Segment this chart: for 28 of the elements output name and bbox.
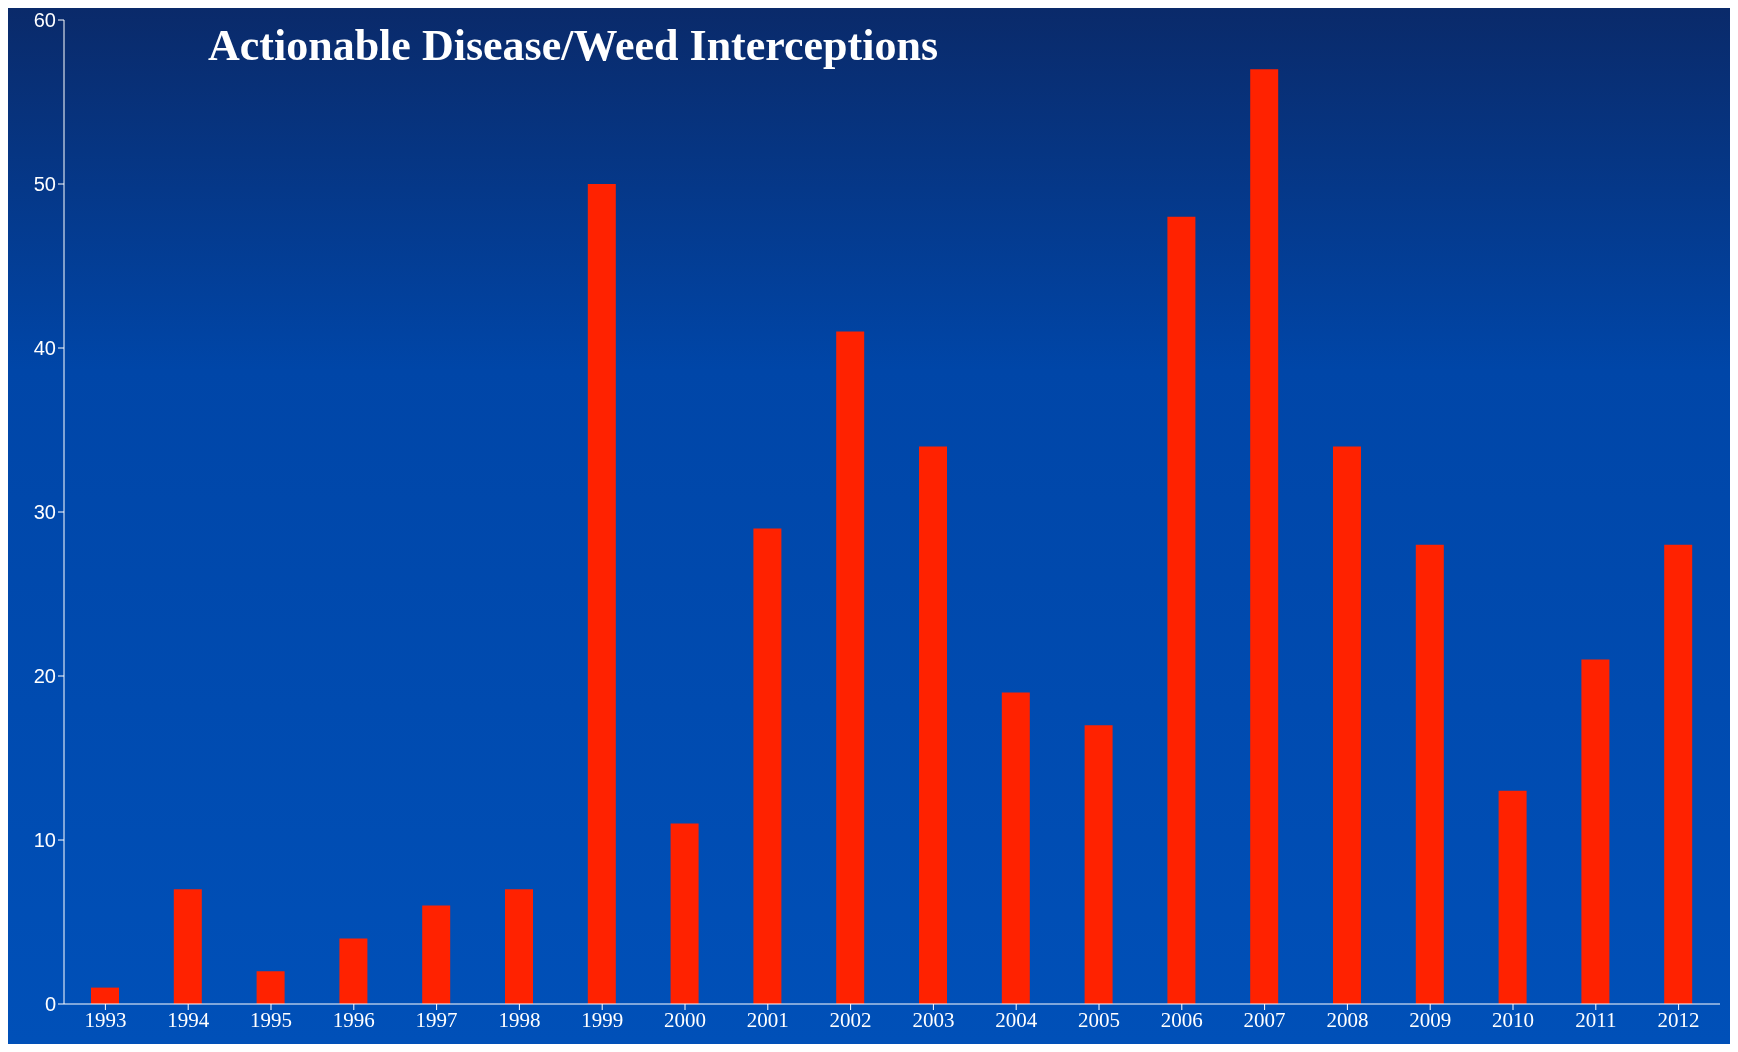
chart-title: Actionable Disease/Weed Interceptions — [208, 20, 939, 71]
x-tick-label: 1996 — [332, 1007, 375, 1032]
x-tick-label: 2005 — [1078, 1007, 1120, 1032]
x-tick-label: 2007 — [1243, 1007, 1286, 1032]
x-tick-label: 1999 — [581, 1007, 624, 1032]
y-tick-label: 0 — [44, 993, 56, 1016]
y-tick-label: 60 — [33, 9, 56, 32]
x-tick-label: 1998 — [498, 1007, 541, 1032]
x-tick-label: 2012 — [1657, 1007, 1700, 1032]
y-tick-label: 40 — [33, 337, 56, 360]
x-tick-label: 1994 — [167, 1007, 210, 1032]
x-tick-label: 1995 — [250, 1007, 292, 1032]
x-tick-label: 2000 — [664, 1007, 706, 1032]
x-tick-label: 2001 — [746, 1007, 789, 1032]
x-tick-label: 1993 — [84, 1007, 127, 1032]
y-tick-label: 10 — [33, 829, 56, 852]
x-tick-label: 2003 — [912, 1007, 955, 1032]
x-tick-label: 1997 — [415, 1007, 458, 1032]
x-tick-label: 2008 — [1326, 1007, 1369, 1032]
x-tick-label: 2010 — [1492, 1007, 1534, 1032]
y-tick-label: 30 — [33, 501, 56, 524]
x-tick-label: 2006 — [1160, 1007, 1203, 1032]
x-tick-label: 2009 — [1409, 1007, 1452, 1032]
x-tick-label: 2011 — [1575, 1007, 1617, 1032]
y-tick-label: 50 — [33, 173, 56, 196]
y-tick-label: 20 — [33, 665, 56, 688]
x-tick-label: 2004 — [995, 1007, 1038, 1032]
x-tick-label: 2002 — [829, 1007, 872, 1032]
